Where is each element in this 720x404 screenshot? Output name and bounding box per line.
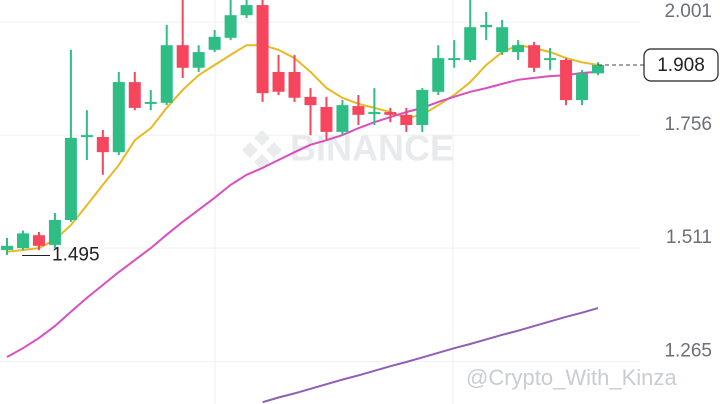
candle-body (48, 219, 61, 245)
candle-body (560, 59, 573, 101)
candle-body (544, 58, 557, 61)
y-tick-label: 1.511 (666, 227, 712, 248)
candle-body (464, 27, 477, 60)
last-price-label: 1.908 (657, 55, 705, 76)
last-price-badge (643, 48, 719, 82)
candle-body (384, 112, 397, 115)
candle-body (368, 112, 381, 115)
candle-body (512, 45, 525, 53)
candle-body (304, 96, 317, 106)
candle-body (112, 82, 125, 153)
candle-body (176, 45, 189, 68)
y-tick-label: 1.756 (664, 114, 712, 135)
candle-body (336, 105, 349, 132)
candle-body (592, 65, 604, 74)
candle-body (400, 114, 413, 125)
candle-body (480, 24, 493, 28)
candle-body (256, 5, 269, 94)
ma-line (262, 307, 599, 404)
y-tick-label: 1.265 (664, 341, 712, 362)
ma-line (6, 44, 599, 253)
low-marker-label: 1.495 (52, 245, 100, 266)
candle-body (576, 73, 589, 101)
candle-body (288, 71, 301, 98)
candle-body (224, 15, 237, 38)
y-tick-label: 2.001 (664, 1, 712, 22)
candle-body (432, 58, 445, 92)
candle-body (144, 101, 157, 104)
watermark-logo (242, 130, 282, 170)
candle-body (448, 58, 461, 61)
watermark: BINANCE (290, 128, 454, 169)
candle-body (64, 137, 77, 220)
candle-body (1, 245, 13, 250)
candle-body (128, 82, 141, 108)
candle-body (16, 233, 29, 249)
candle-body (528, 45, 541, 68)
candle-body (240, 5, 253, 16)
candle-body (272, 71, 285, 92)
candle-body (96, 136, 109, 153)
candle-body (416, 89, 429, 125)
candle-body (208, 36, 221, 50)
candle-body (352, 106, 365, 115)
candle-body (320, 106, 333, 132)
credit: @Crypto_With_Kinza (466, 365, 677, 390)
candle-body (160, 45, 173, 103)
ma-line (6, 70, 599, 358)
candle-body (192, 52, 205, 68)
candle-body (80, 135, 93, 138)
candle-body (496, 27, 509, 53)
candle-body (32, 235, 45, 246)
